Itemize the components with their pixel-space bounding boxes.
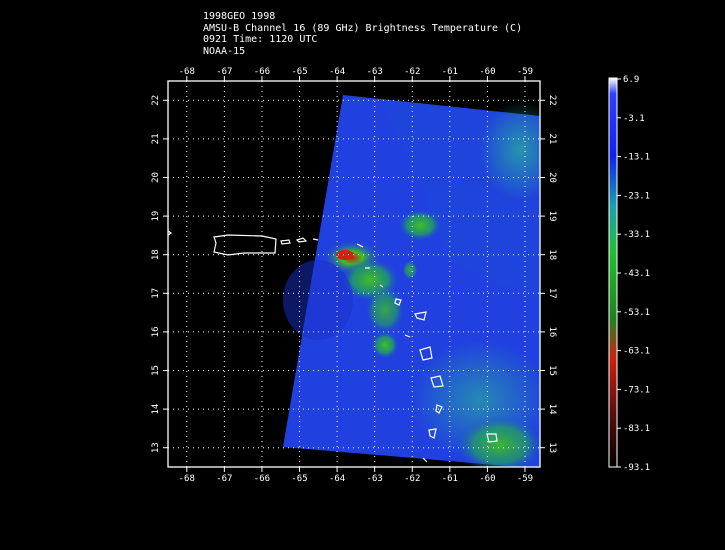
lon-tick-label: -61 xyxy=(442,67,458,77)
lat-tick-label: 15 xyxy=(547,365,557,376)
lat-tick-label: 16 xyxy=(151,326,161,337)
lat-tick-label: 20 xyxy=(151,172,161,183)
lon-tick-label: -62 xyxy=(404,474,420,484)
colorbar-label: -53.1 xyxy=(623,308,650,318)
colorbar-label: -3.1 xyxy=(623,114,645,124)
lat-tick-label: 13 xyxy=(151,442,161,453)
lon-tick-label: -60 xyxy=(479,474,495,484)
colorbar-label: -23.1 xyxy=(623,191,650,201)
title-line-2: AMSU-B Channel 16 (89 GHz) Brightness Te… xyxy=(203,22,523,34)
lat-tick-label: 16 xyxy=(547,326,557,337)
colorbar-label: -73.1 xyxy=(623,385,650,395)
title-line-1: 1998GEO 1998 xyxy=(203,11,276,22)
colorbar-label: -93.1 xyxy=(623,463,650,473)
colorbar-label: -13.1 xyxy=(623,153,650,163)
lat-lon-grid xyxy=(163,76,545,472)
colorbar-labels: 6.9 -3.1 -13.1 -23.1 -33.1 -43.1 -53.1 -63.1 -73… xyxy=(617,75,650,473)
title-line-3: 0921 Time: 1120 UTC xyxy=(203,34,318,45)
longitude-tick-labels-bottom: -68 -67 -66 -65 -64 -63 -62 -61 -60 -59 xyxy=(179,474,533,484)
lat-tick-label: 19 xyxy=(547,211,557,222)
lon-tick-label: -65 xyxy=(291,67,307,77)
lat-tick-label: 22 xyxy=(547,95,557,106)
colorbar-label: -33.1 xyxy=(623,230,650,240)
lon-tick-label: -60 xyxy=(479,67,495,77)
lon-tick-label: -63 xyxy=(367,474,383,484)
lon-tick-label: -59 xyxy=(517,67,533,77)
lon-tick-label: -59 xyxy=(517,474,533,484)
lat-tick-label: 14 xyxy=(547,404,557,415)
colorbar-label: -43.1 xyxy=(623,269,650,279)
lat-tick-label: 17 xyxy=(151,288,161,299)
map-frame xyxy=(167,80,541,468)
title-line-4: NOAA-15 xyxy=(203,45,246,57)
lon-tick-label: -67 xyxy=(216,67,232,77)
colorbar-label: 6.9 xyxy=(623,75,639,85)
lat-tick-label: 21 xyxy=(547,133,557,144)
lat-tick-label: 20 xyxy=(547,172,557,183)
lon-tick-label: -64 xyxy=(329,474,345,484)
colorbar-label: -63.1 xyxy=(623,347,650,357)
lon-tick-label: -63 xyxy=(367,67,383,77)
lat-tick-label: 22 xyxy=(151,95,161,106)
lon-tick-label: -66 xyxy=(254,474,270,484)
lat-tick-label: 21 xyxy=(151,133,161,144)
lat-tick-label: 14 xyxy=(151,404,161,415)
lon-tick-label: -68 xyxy=(179,67,195,77)
lat-tick-label: 15 xyxy=(151,365,161,376)
lon-tick-label: -62 xyxy=(404,67,420,77)
lon-tick-label: -65 xyxy=(291,474,307,484)
colorbar-label: -83.1 xyxy=(623,424,650,434)
longitude-tick-labels-top: -68 -67 -66 -65 -64 -63 -62 -61 -60 -59 xyxy=(179,67,533,77)
lon-tick-label: -67 xyxy=(216,474,232,484)
lat-tick-label: 17 xyxy=(547,288,557,299)
title-block: 1998GEO 1998 AMSU-B Channel 16 (89 GHz) B… xyxy=(203,11,522,57)
lat-tick-label: 18 xyxy=(151,249,161,260)
lon-tick-label: -68 xyxy=(179,474,195,484)
lat-tick-label: 19 xyxy=(151,211,161,222)
lat-tick-label: 18 xyxy=(547,249,557,260)
latitude-tick-labels-right: 13 14 15 16 17 18 19 20 21 22 xyxy=(547,95,557,453)
coastlines xyxy=(167,230,498,463)
lon-tick-label: -61 xyxy=(442,474,458,484)
colorbar xyxy=(608,77,618,468)
lat-tick-label: 13 xyxy=(547,442,557,453)
lon-tick-label: -66 xyxy=(254,67,270,77)
latitude-tick-labels-left: 13 14 15 16 17 18 19 20 21 22 xyxy=(151,95,161,453)
lon-tick-label: -64 xyxy=(329,67,345,77)
